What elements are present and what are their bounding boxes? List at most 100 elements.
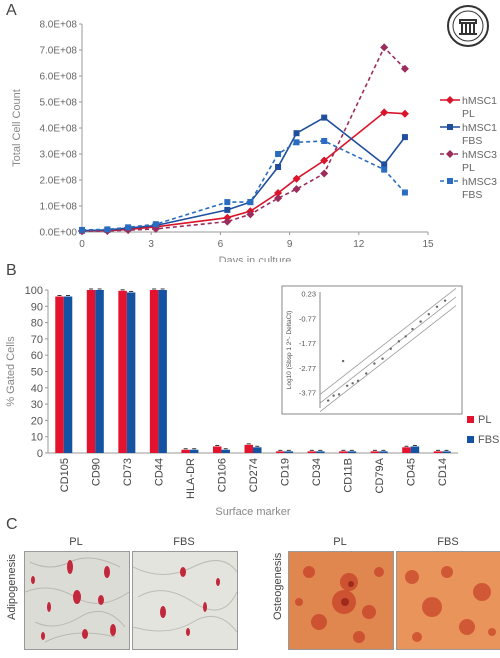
bar — [86, 290, 96, 453]
bar — [339, 451, 348, 453]
adipo-fbs-label: FBS — [173, 536, 195, 548]
bar — [126, 292, 136, 453]
legend-marker — [446, 96, 454, 104]
x-tick-label: CD14 — [437, 458, 449, 486]
bar — [149, 290, 159, 453]
inset-point — [351, 382, 354, 385]
y-tick-label: 3.0E+08 — [39, 150, 77, 161]
x-tick-label: CD79A — [374, 457, 386, 493]
inset-point — [419, 320, 422, 323]
inset-point — [404, 335, 407, 338]
data-point — [293, 139, 300, 146]
inset-point — [337, 393, 341, 396]
y-tick-label: 60 — [31, 350, 43, 362]
data-point — [321, 114, 328, 121]
inset-point — [373, 362, 376, 365]
adipogenesis-fbs-micrograph — [132, 551, 238, 650]
y-tick-label: 40 — [31, 383, 43, 395]
inset-y-tick-label: -0.77 — [299, 314, 316, 323]
surface-marker-bar-chart: 0 10 20 30 40 50 60 70 80 90 100 % Gated Cells CD105… — [5, 285, 499, 518]
bar — [442, 451, 451, 453]
osteogenesis-fbs-micrograph — [396, 551, 500, 650]
data-point — [400, 109, 409, 118]
data-point — [223, 217, 232, 226]
y-tick-label: 80 — [31, 318, 43, 330]
legend-label-line2: PL — [462, 108, 475, 120]
data-point — [400, 64, 409, 73]
inset-point — [411, 327, 414, 331]
x-tick-label: CD44 — [153, 458, 165, 486]
inset-y-tick-label: -1.77 — [299, 339, 316, 348]
panel-letter-a: A — [6, 2, 17, 19]
data-point — [381, 166, 388, 173]
legend-marker — [446, 150, 454, 158]
inset-point — [435, 305, 439, 309]
y-tick-label: 6.0E+08 — [39, 72, 77, 83]
data-point — [104, 226, 111, 233]
legend-label-line1: hMSC3 — [462, 176, 497, 188]
data-point — [320, 169, 329, 178]
data-point — [292, 174, 301, 183]
inset-y-tick-label: 0.23 — [301, 290, 316, 299]
bar — [118, 290, 127, 453]
y-tick-label: 0.0E+00 — [39, 228, 77, 239]
x-tick-label: 9 — [287, 239, 293, 250]
bar — [284, 451, 294, 453]
osteo-pl-label: PL — [333, 536, 347, 548]
x-tick-label: CD106 — [216, 458, 228, 492]
y-tick-label: 1.0E+08 — [39, 202, 77, 213]
x-tick-label: 0 — [79, 239, 85, 250]
data-point — [125, 224, 132, 231]
inset-point — [326, 399, 330, 402]
inset-fit-line — [319, 305, 457, 413]
inset-fit-line — [319, 287, 457, 395]
bar — [244, 444, 253, 453]
x-tick-label: CD73 — [122, 458, 134, 486]
bar — [370, 451, 380, 453]
x-axis-title: Days in culture — [219, 255, 292, 262]
bar — [158, 290, 167, 453]
osteogenesis-label: Osteogenesis — [272, 552, 284, 620]
series-line — [82, 111, 405, 232]
osteogenesis-pl-micrograph — [288, 551, 394, 650]
data-point — [247, 199, 254, 206]
bar — [379, 451, 388, 453]
x-tick-label: CD105 — [59, 458, 71, 492]
institution-seal-icon — [447, 5, 489, 47]
y-tick-label: 90 — [31, 301, 43, 313]
x-tick-label: 15 — [422, 239, 434, 250]
bar — [347, 451, 357, 453]
y-tick-label: 0 — [37, 448, 43, 460]
x-tick-label: CD34 — [311, 458, 323, 486]
panel-letter-b: B — [6, 262, 17, 279]
y-tick-label: 10 — [31, 432, 43, 444]
data-point — [292, 185, 301, 194]
inset-point — [427, 313, 430, 316]
inset-point — [341, 359, 345, 363]
bar — [410, 446, 420, 453]
panel-letter-c: C — [6, 516, 18, 533]
bar — [276, 451, 285, 453]
x-tick-label: 3 — [148, 239, 154, 250]
data-point — [380, 43, 389, 52]
y-tick-label: 30 — [31, 399, 43, 411]
x-tick-label: 12 — [353, 239, 365, 250]
bar — [181, 449, 190, 453]
legend-marker — [447, 124, 453, 130]
data-point — [381, 161, 388, 168]
data-point — [401, 134, 408, 141]
data-point — [321, 138, 328, 144]
bar — [253, 447, 262, 453]
inset-y-tick-label: -2.77 — [299, 364, 316, 373]
x-tick-label: HLA-DR — [185, 458, 197, 499]
data-point — [274, 189, 283, 197]
legend-marker — [447, 178, 453, 184]
data-point — [224, 199, 231, 206]
x-tick-label: CD45 — [406, 458, 418, 486]
legend-label-line2: FBS — [462, 135, 482, 147]
legend-label-line2: PL — [462, 162, 475, 174]
bar — [55, 296, 64, 453]
y-tick-label: 100 — [25, 285, 43, 297]
inset-point — [389, 347, 392, 350]
x-tick-label: 6 — [218, 239, 224, 250]
